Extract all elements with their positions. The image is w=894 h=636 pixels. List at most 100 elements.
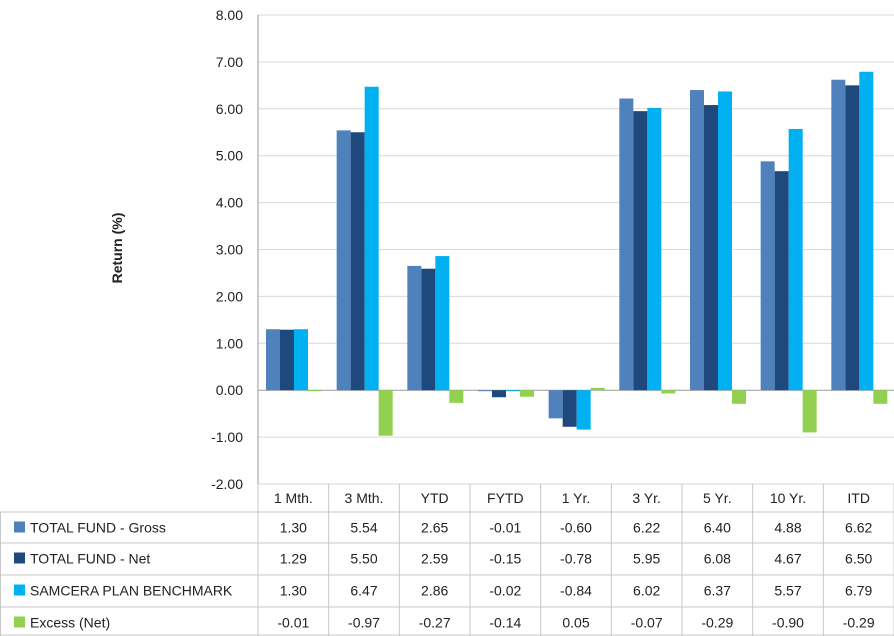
data-label: 1.29	[280, 551, 307, 567]
data-label: 6.08	[704, 551, 731, 567]
data-label: -0.78	[560, 551, 592, 567]
bar	[873, 390, 888, 404]
bar	[506, 390, 520, 392]
data-label: -0.27	[419, 615, 451, 631]
bar	[760, 161, 775, 391]
data-label: -0.01	[489, 520, 521, 536]
bar	[308, 390, 322, 392]
data-label: 6.40	[704, 520, 731, 536]
data-label: -0.07	[631, 615, 663, 631]
category-label: ITD	[847, 490, 870, 506]
data-label: 6.22	[633, 520, 660, 536]
legend-label: TOTAL FUND - Gross	[30, 520, 166, 536]
data-table: 1 Mth. 3 Mth. YTD FYTD 1 Yr. 3 Yr. 5 Yr. 10 Yr.…	[0, 484, 894, 636]
data-label: -0.97	[348, 615, 380, 631]
bar	[449, 390, 464, 403]
bar	[492, 390, 506, 398]
y-tick-label: 2.00	[216, 288, 243, 304]
data-label: 1.30	[280, 520, 307, 536]
data-label: 1.30	[280, 583, 307, 599]
data-label: 6.37	[704, 583, 731, 599]
data-label: 6.02	[633, 583, 660, 599]
bar	[590, 387, 605, 391]
data-label: -0.60	[560, 520, 592, 536]
data-label: 4.88	[774, 520, 801, 536]
bar	[831, 79, 846, 391]
y-tick-label: 4.00	[216, 195, 243, 211]
bar	[802, 390, 817, 433]
bar	[364, 86, 379, 391]
bar	[280, 329, 294, 391]
data-label: -0.29	[843, 615, 875, 631]
data-label: 5.54	[350, 520, 377, 536]
bar	[845, 85, 860, 391]
data-label: 5.50	[350, 551, 377, 567]
y-tick-label: -2.00	[211, 476, 243, 492]
y-tick-label: 6.00	[216, 101, 243, 117]
bars	[266, 71, 888, 436]
data-label: -0.84	[560, 583, 592, 599]
bar	[718, 91, 732, 391]
legend-label: TOTAL FUND - Net	[30, 551, 150, 567]
legend-label: SAMCERA PLAN BENCHMARK	[30, 583, 233, 599]
y-axis-title: Return (%)	[109, 213, 125, 284]
legend-label: Excess (Net)	[30, 615, 110, 631]
data-label: -0.14	[489, 615, 521, 631]
bar	[788, 128, 803, 391]
bar	[633, 111, 648, 391]
bar	[435, 256, 450, 391]
data-label: -0.15	[489, 551, 521, 567]
y-tick-label: 7.00	[216, 54, 243, 70]
data-label: -0.01	[277, 615, 309, 631]
data-label: 5.57	[774, 583, 801, 599]
category-label: 5 Yr.	[703, 490, 732, 506]
bar	[647, 107, 662, 391]
data-label: 2.59	[421, 551, 448, 567]
bar	[407, 265, 422, 391]
category-label: 3 Yr.	[632, 490, 661, 506]
bar	[704, 105, 718, 391]
bar	[774, 171, 789, 391]
data-label: 2.65	[421, 520, 448, 536]
data-label: 4.67	[774, 551, 801, 567]
bar	[294, 329, 308, 391]
data-label: -0.29	[701, 615, 733, 631]
bar	[661, 390, 676, 394]
y-tick-label: 5.00	[216, 148, 243, 164]
y-tick-label: 3.00	[216, 242, 243, 258]
data-label: 6.50	[845, 551, 872, 567]
data-label: 6.47	[350, 583, 377, 599]
y-tick-label: -1.00	[211, 429, 243, 445]
y-tick-label: 1.00	[216, 335, 243, 351]
bar	[859, 71, 874, 391]
y-tick-labels: 8.00 7.00 6.00 5.00 4.00 3.00 2.00 1.00 0.00 -1.0…	[211, 7, 243, 492]
category-label: 3 Mth.	[345, 490, 384, 506]
bar	[690, 90, 704, 391]
bar	[378, 390, 393, 436]
y-tick-label: 0.00	[216, 382, 243, 398]
bar	[478, 390, 492, 392]
category-label: 1 Mth.	[274, 490, 313, 506]
data-label: 0.05	[562, 615, 589, 631]
legend-swatch	[14, 616, 25, 628]
data-label: -0.02	[489, 583, 521, 599]
bar	[732, 390, 746, 404]
bar	[576, 390, 591, 430]
bar	[619, 98, 634, 391]
data-label: -0.90	[772, 615, 804, 631]
legend-swatch	[14, 584, 25, 596]
bar	[421, 268, 436, 391]
data-label: 5.95	[633, 551, 660, 567]
bar	[548, 390, 563, 419]
bar	[562, 390, 577, 427]
category-label: FYTD	[487, 490, 524, 506]
legend-swatch	[14, 521, 25, 533]
bar	[520, 390, 534, 397]
category-label: 1 Yr.	[562, 490, 591, 506]
bar	[266, 329, 280, 391]
y-tick-label: 8.00	[216, 7, 243, 23]
category-label: YTD	[421, 490, 449, 506]
bar	[336, 130, 351, 391]
data-label: 6.79	[845, 583, 872, 599]
